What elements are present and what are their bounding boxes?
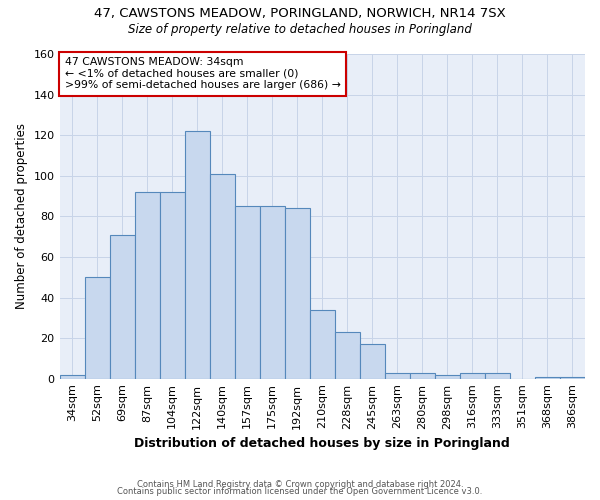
Bar	[160, 192, 185, 378]
Bar	[235, 206, 260, 378]
Bar	[59, 374, 85, 378]
Bar	[185, 131, 209, 378]
Bar	[485, 372, 510, 378]
Bar	[134, 192, 160, 378]
Bar	[335, 332, 360, 378]
Bar	[85, 277, 110, 378]
Text: Size of property relative to detached houses in Poringland: Size of property relative to detached ho…	[128, 22, 472, 36]
Text: Contains HM Land Registry data © Crown copyright and database right 2024.: Contains HM Land Registry data © Crown c…	[137, 480, 463, 489]
Bar	[360, 344, 385, 378]
Bar	[410, 372, 435, 378]
Text: 47, CAWSTONS MEADOW, PORINGLAND, NORWICH, NR14 7SX: 47, CAWSTONS MEADOW, PORINGLAND, NORWICH…	[94, 8, 506, 20]
Bar	[435, 374, 460, 378]
Bar	[110, 234, 134, 378]
Bar	[209, 174, 235, 378]
Bar	[560, 376, 585, 378]
Text: Contains public sector information licensed under the Open Government Licence v3: Contains public sector information licen…	[118, 488, 482, 496]
Bar	[385, 372, 410, 378]
Bar	[535, 376, 560, 378]
Bar	[285, 208, 310, 378]
Y-axis label: Number of detached properties: Number of detached properties	[15, 124, 28, 310]
Bar	[460, 372, 485, 378]
Text: 47 CAWSTONS MEADOW: 34sqm
← <1% of detached houses are smaller (0)
>99% of semi-: 47 CAWSTONS MEADOW: 34sqm ← <1% of detac…	[65, 57, 341, 90]
X-axis label: Distribution of detached houses by size in Poringland: Distribution of detached houses by size …	[134, 437, 510, 450]
Bar	[260, 206, 285, 378]
Bar	[310, 310, 335, 378]
